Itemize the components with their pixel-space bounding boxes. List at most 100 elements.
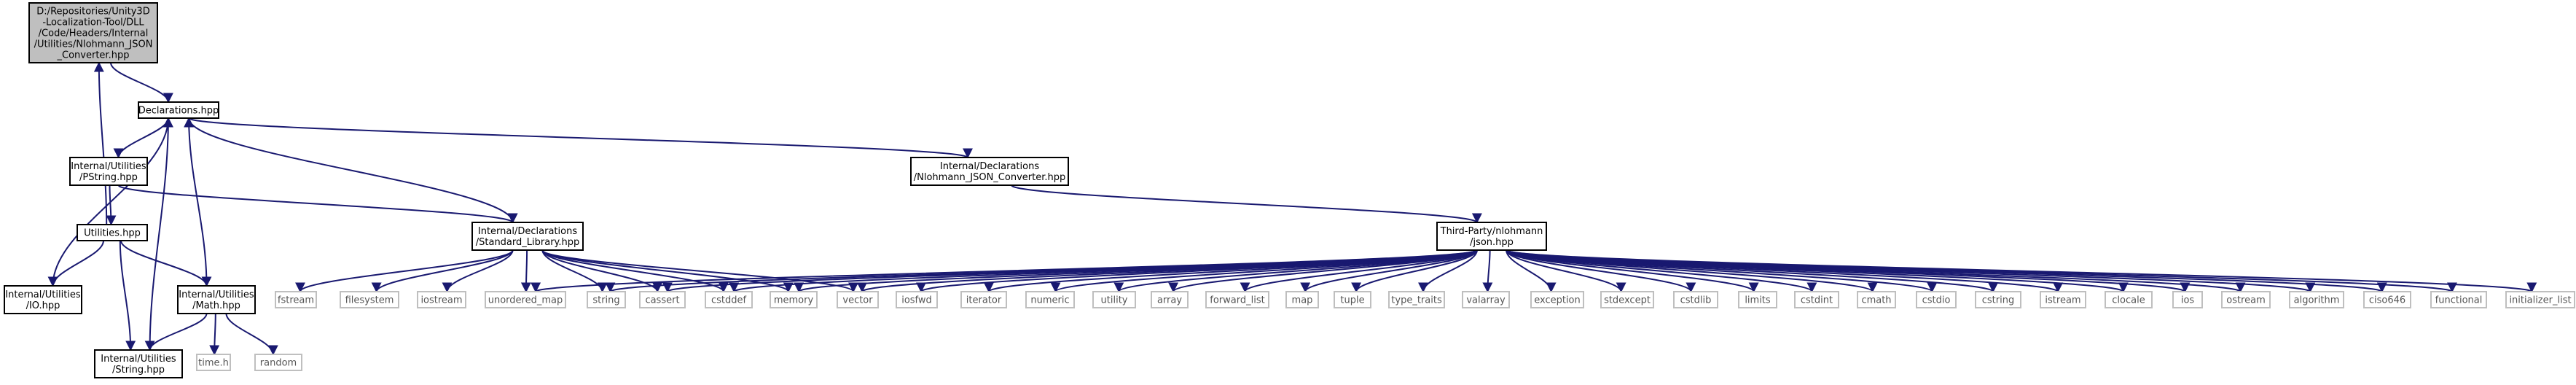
node-box [254, 354, 302, 371]
node-root[interactable]: D:/Repositories/Unity3D-Localization-Too… [28, 2, 158, 63]
node-box [910, 157, 1069, 186]
edge-json-to-valarray [1482, 249, 1493, 293]
node-cstdint: cstdint [1794, 291, 1839, 308]
edge-stdlib-to-cstddef [541, 249, 729, 293]
node-box [4, 285, 82, 314]
node-ostream: ostream [2221, 291, 2271, 308]
edges-layer [47, 61, 2537, 356]
node-label-line: Internal/Utilities [179, 289, 254, 300]
node-utilities[interactable]: Utilities.hpp [77, 224, 148, 241]
node-type_traits: type_traits [1388, 291, 1445, 308]
node-nlohconv[interactable]: Internal/Declarations/Nlohmann_JSON_Conv… [910, 157, 1069, 186]
node-limits: limits [1738, 291, 1777, 308]
node-filesystem: filesystem [340, 291, 399, 308]
node-box [485, 291, 566, 308]
node-clocale: clocale [2105, 291, 2153, 308]
node-label-line: functional [2435, 295, 2483, 306]
node-cstddef: cstddef [705, 291, 753, 308]
edge-decl-to-nlohconv [188, 117, 973, 159]
edge-io-to-decl [52, 117, 173, 287]
node-math[interactable]: Internal/Utilities/Math.hpp [177, 285, 256, 314]
edge-nlohconv-to-json [1011, 184, 1482, 224]
node-box [1151, 291, 1189, 308]
node-cmath: cmath [1857, 291, 1896, 308]
node-memory: memory [770, 291, 818, 308]
node-label-line: valarray [1466, 295, 1506, 306]
node-label-line: /String.hpp [112, 365, 165, 376]
node-box [1916, 291, 1957, 308]
node-label-line: /IO.hpp [26, 300, 60, 311]
edge-json-to-exception [1506, 249, 1557, 293]
node-string_hpp[interactable]: Internal/Utilities/String.hpp [94, 349, 183, 378]
node-cassert: cassert [639, 291, 686, 308]
edge-root-to-decl [110, 62, 173, 104]
node-label-line: ostream [2226, 295, 2266, 306]
node-box [1462, 291, 1510, 308]
edge-stdlib-to-iostream [442, 249, 514, 293]
node-label-line: Declarations.hpp [138, 106, 219, 117]
node-algorithm: algorithm [2289, 291, 2344, 308]
node-label-line: string [592, 295, 619, 306]
edge-math-to-time_h [209, 313, 220, 356]
node-label-line: cmath [1861, 295, 1891, 306]
node-label-line: ciso646 [2369, 295, 2405, 306]
edge-json-to-tuple [1351, 249, 1478, 293]
edge-stdlib-to-filesystem [371, 249, 514, 293]
edge-json-to-unordered_map [531, 249, 1478, 293]
node-label-line: iterator [966, 295, 1002, 306]
node-tuple: tuple [1334, 291, 1371, 308]
node-label-line: vector [842, 295, 873, 306]
node-istream: istream [2040, 291, 2086, 308]
node-box [196, 354, 231, 371]
edge-decl-to-stdlib [188, 117, 518, 224]
edge-utilities-to-io [47, 240, 104, 287]
node-label-line: cassert [645, 295, 679, 306]
node-valarray: valarray [1462, 291, 1510, 308]
node-decl[interactable]: Declarations.hpp [138, 101, 219, 119]
node-stdlib[interactable]: Internal/Declarations/Standard_Library.h… [471, 222, 584, 251]
node-exception: exception [1530, 291, 1584, 308]
node-label-line: time.h [198, 358, 229, 369]
edge-math-to-string_hpp [144, 313, 208, 351]
node-box [471, 222, 584, 251]
node-box [2430, 291, 2487, 308]
node-label-line: clocale [2112, 295, 2145, 306]
node-json[interactable]: Third-Party/nlohmann/json.hpp [1436, 222, 1547, 251]
node-pstring[interactable]: Internal/Utilities/PString.hpp [69, 157, 148, 186]
node-io[interactable]: Internal/Utilities/IO.hpp [4, 285, 82, 314]
node-label-line: type_traits [1391, 295, 1442, 306]
node-label-line: iosfwd [901, 295, 932, 306]
node-functional: functional [2430, 291, 2487, 308]
edge-string_hpp-to-decl [149, 117, 173, 351]
node-box [705, 291, 753, 308]
node-numeric: numeric [1025, 291, 1075, 308]
node-label-line: filesystem [345, 295, 394, 306]
nodes-layer: D:/Repositories/Unity3D-Localization-Too… [4, 2, 2575, 378]
edge-utilities-to-string_hpp [119, 240, 136, 351]
edge-stdlib-to-string [541, 249, 608, 293]
node-label-line: Third-Party/nlohmann [1440, 226, 1543, 237]
node-box [837, 291, 879, 308]
node-label-line: algorithm [2294, 295, 2340, 306]
node-box [1285, 291, 1319, 308]
node-string: string [587, 291, 626, 308]
node-iosfwd: iosfwd [896, 291, 938, 308]
edge-pstring-to-stdlib [117, 184, 518, 224]
node-box [1436, 222, 1547, 251]
node-box [1857, 291, 1896, 308]
node-label-line: tuple [1340, 295, 1364, 306]
node-box [770, 291, 818, 308]
node-box [1673, 291, 1718, 308]
node-box [1025, 291, 1075, 308]
node-label-line: /Utilities/Nlohmann_JSON [34, 39, 153, 50]
edge-utilities-to-math [120, 240, 212, 287]
edge-json-to-functional [1506, 249, 2457, 293]
edge-stdlib-to-unordered_map [520, 249, 531, 293]
node-label-line: _Converter.hpp [57, 50, 130, 61]
node-label-line: random [260, 358, 297, 369]
node-label-line: /Standard_Library.hpp [476, 237, 580, 248]
node-box [177, 285, 256, 314]
node-label-line: cstdlib [1680, 295, 1712, 306]
edge-json-to-string [606, 249, 1478, 293]
edge-json-to-map [1300, 249, 1478, 293]
